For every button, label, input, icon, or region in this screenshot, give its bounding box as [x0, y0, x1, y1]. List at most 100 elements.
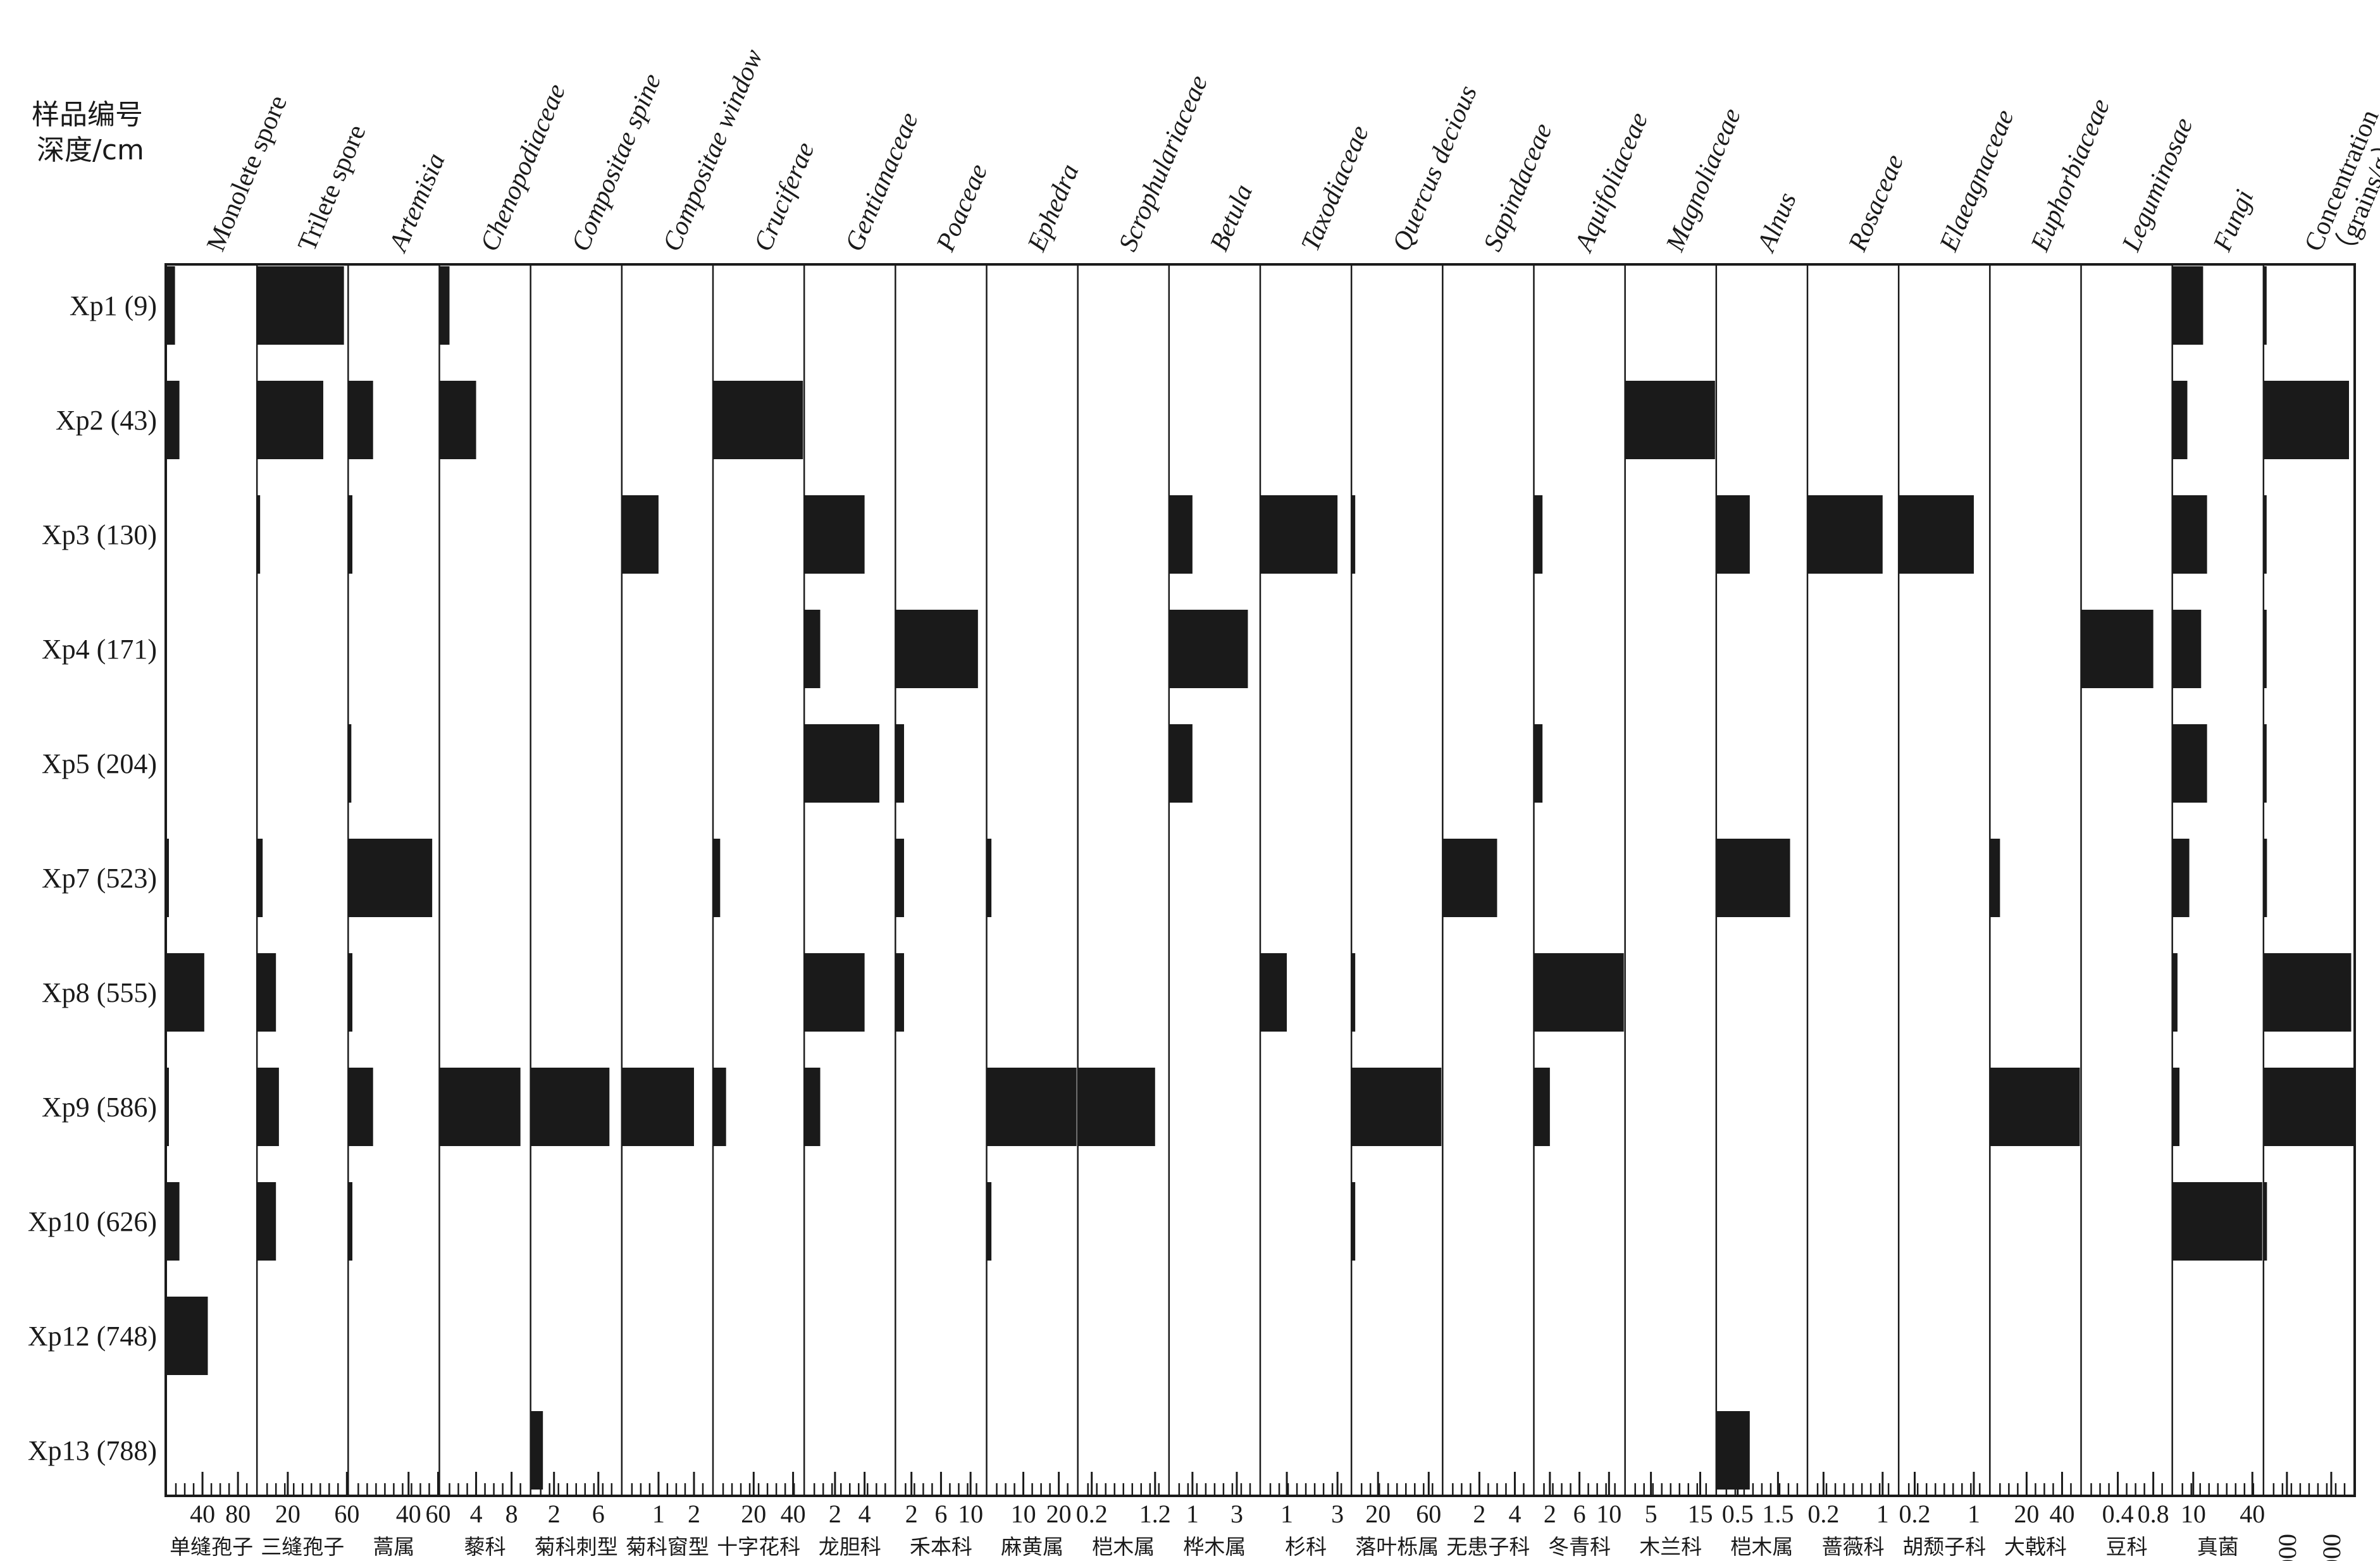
- sample-label: Xp4 (171): [42, 634, 157, 665]
- bar-ephedra: [986, 839, 992, 917]
- taxon-headers: Monolete spore Trilete spore Artemisia Chen…: [201, 45, 2380, 267]
- taxon-name: Sapindaceae: [1478, 119, 1558, 256]
- bar-concentration: [2263, 724, 2267, 803]
- taxon-name: Cruciferae: [748, 138, 820, 255]
- taxon-chinese-name: 冬青科: [1548, 1534, 1611, 1559]
- bar-compositae-spine: [530, 1068, 610, 1146]
- header-sapindaceae: Sapindaceae: [1478, 119, 1558, 256]
- taxon-chinese-name: 落叶栎属: [1355, 1534, 1439, 1559]
- header-concentration: Concentration（grains/g）: [2299, 106, 2380, 267]
- header-compositae-spine: Compositae spine: [566, 70, 667, 256]
- taxon-chinese-name: 藜科: [464, 1534, 506, 1559]
- header-leguminosae: Leguminosae: [2116, 114, 2198, 256]
- taxon-chinese-name: 菊科刺型: [535, 1534, 618, 1559]
- bar-trilete-spore: [257, 1068, 279, 1146]
- taxon-chinese-name: 木兰科: [1639, 1534, 1702, 1559]
- bar-gentianaceae: [804, 953, 865, 1032]
- bar-chenopodiaceae: [439, 1068, 521, 1146]
- tick-label: 1: [652, 1500, 665, 1528]
- bar-euphorbiaceae: [1990, 839, 2000, 917]
- header-compositae-window: Compositae window: [657, 45, 769, 256]
- taxon-name: Fungi: [2208, 186, 2260, 256]
- tick-label: 1.2: [1139, 1500, 1171, 1528]
- tick-label: 1: [1968, 1500, 1980, 1528]
- taxon-name: Alnus: [1751, 188, 1802, 257]
- taxon-name: Aquifoliaceae: [1569, 108, 1654, 257]
- bar-artemisia: [348, 1182, 353, 1261]
- header-monolete-spore: Monolete spore: [201, 91, 293, 256]
- bar-scrophulariaceae: [1077, 1068, 1155, 1146]
- taxon-chinese-name: 桤木属: [1730, 1534, 1793, 1559]
- tick-label: 3: [1230, 1500, 1243, 1528]
- bar-aquifoliaceae: [1534, 724, 1543, 803]
- bar-euphorbiaceae: [1990, 1068, 2080, 1146]
- bar-fungi: [2172, 266, 2203, 345]
- tick-label: 2: [905, 1500, 918, 1528]
- tick-label: 40: [781, 1500, 806, 1528]
- sample-label: Xp9 (586): [42, 1092, 157, 1123]
- bar-quercus-decious: [1351, 1182, 1356, 1261]
- sample-label: Xp8 (555): [42, 977, 157, 1008]
- bar-fungi: [2172, 724, 2207, 803]
- taxon-name: Poaceae: [931, 160, 993, 256]
- tick-label: 10: [1011, 1500, 1036, 1528]
- bar-monolete-spore: [166, 1182, 180, 1261]
- sample-label: Xp2 (43): [56, 405, 157, 436]
- bar-quercus-decious: [1351, 953, 1356, 1032]
- sample-label: Xp7 (523): [42, 863, 157, 894]
- taxon-name: Gentianaceae: [840, 108, 924, 256]
- bar-poaceae: [895, 610, 978, 688]
- header-ephedra: Ephedra: [1022, 160, 1084, 256]
- tick-label: 1: [1280, 1500, 1293, 1528]
- sample-label: Xp12 (748): [28, 1321, 157, 1352]
- bar-monolete-spore: [166, 1068, 169, 1146]
- bar-artemisia: [348, 495, 353, 574]
- bar-artemisia: [348, 953, 353, 1032]
- bar-monolete-spore: [166, 839, 169, 917]
- tick-label: 2: [1544, 1500, 1556, 1528]
- bar-betula: [1168, 724, 1193, 803]
- taxon-chinese-name: 三缝孢子: [261, 1534, 344, 1559]
- taxon-name: Leguminosae: [2116, 114, 2198, 256]
- sample-label: Xp5 (204): [42, 748, 157, 779]
- bar-concentration: [2263, 266, 2267, 345]
- bar-rosaceae: [1807, 495, 1883, 574]
- header-poaceae: Poaceae: [931, 160, 993, 256]
- tick-label: 40: [396, 1500, 421, 1528]
- bar-trilete-spore: [257, 266, 344, 345]
- tick-label: 4: [1508, 1500, 1521, 1528]
- bar-monolete-spore: [166, 266, 175, 345]
- tick-label: 10: [958, 1500, 983, 1528]
- header-quercus-decious: Quercus decious: [1387, 82, 1483, 256]
- tick-label: 40: [2240, 1500, 2265, 1528]
- bar-compositae-window: [621, 1068, 694, 1146]
- bar-trilete-spore: [257, 381, 323, 459]
- bar-chenopodiaceae: [439, 266, 450, 345]
- bar-quercus-decious: [1351, 1068, 1442, 1146]
- taxon-chinese-name: 胡颓子科: [1902, 1534, 1986, 1559]
- bar-fungi: [2172, 1068, 2180, 1146]
- bar-concentration: [2263, 1182, 2267, 1261]
- bar-alnus: [1716, 1411, 1750, 1490]
- bar-concentration: [2263, 610, 2267, 688]
- tick-label: 60: [1416, 1500, 1441, 1528]
- taxon-chinese-name: 龙胆科: [819, 1534, 881, 1559]
- taxon-name: Chenopodiaceae: [475, 80, 572, 256]
- tick-label: 20: [741, 1500, 766, 1528]
- bar-compositae-spine: [530, 1411, 543, 1490]
- tick-label: 2: [688, 1500, 700, 1528]
- bar-concentration: [2263, 381, 2349, 459]
- bar-ephedra: [986, 1068, 1077, 1146]
- depth-label: 深度/cm: [37, 134, 144, 166]
- bar-poaceae: [895, 839, 905, 917]
- header-scrophulariaceae: Scrophulariaceae: [1113, 71, 1213, 256]
- bar-trilete-spore: [257, 953, 276, 1032]
- bar-aquifoliaceae: [1534, 495, 1543, 574]
- sample-label: Xp1 (9): [70, 290, 157, 321]
- bar-sapindaceae: [1442, 839, 1497, 917]
- taxon-chinese-name: 桦木属: [1183, 1534, 1246, 1559]
- tick-label: 10: [2181, 1500, 2206, 1528]
- header-elaeagnaceae: Elaeagnaceae: [1934, 106, 2020, 256]
- header-cruciferae: Cruciferae: [748, 138, 820, 255]
